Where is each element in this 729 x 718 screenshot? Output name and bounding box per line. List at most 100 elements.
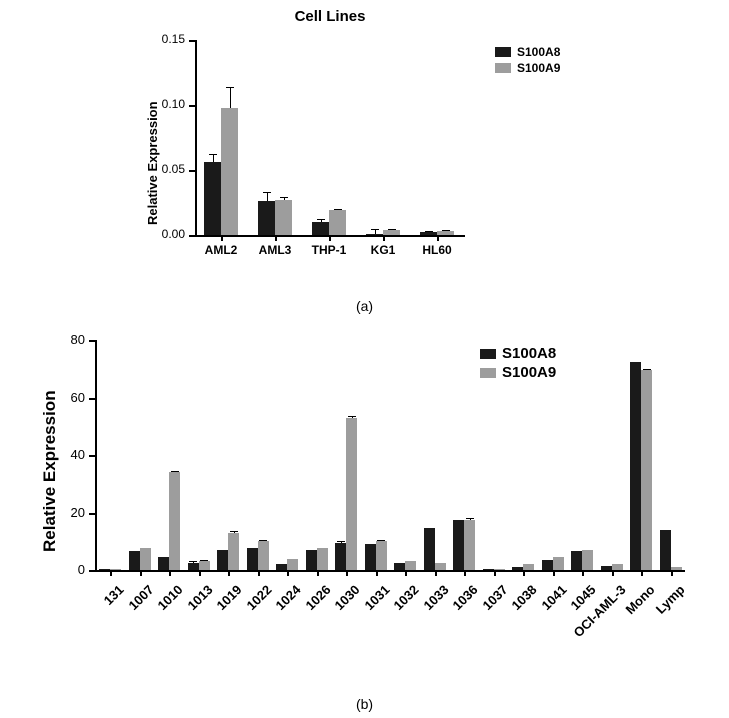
y-tick: [189, 40, 195, 42]
bar: [420, 232, 437, 235]
bar: [405, 561, 416, 570]
legend-label: S100A9: [502, 364, 556, 381]
bar: [346, 418, 357, 570]
legend-swatch: [480, 368, 496, 378]
y-axis: [195, 40, 197, 235]
bar: [376, 541, 387, 570]
bar: [601, 566, 612, 570]
y-tick-label: 0.00: [145, 227, 185, 241]
bar: [204, 162, 221, 235]
y-tick: [89, 340, 95, 342]
error-bar: [230, 87, 231, 108]
bar: [317, 548, 328, 570]
error-bar-cap: [466, 518, 474, 519]
y-tick-label: 0.10: [145, 97, 185, 111]
x-tick: [383, 235, 385, 241]
error-bar-cap: [388, 229, 396, 230]
legend: S100A8 S100A9: [480, 345, 556, 383]
error-bar-cap: [334, 209, 342, 210]
x-tick-label: AML3: [250, 243, 300, 257]
bar: [660, 530, 671, 570]
error-bar-cap: [226, 87, 234, 88]
bar: [394, 563, 405, 570]
bar: [424, 528, 435, 570]
x-tick: [523, 570, 525, 576]
legend-label: S100A8: [502, 345, 556, 362]
y-tick: [89, 398, 95, 400]
y-axis: [95, 340, 97, 570]
bar: [571, 551, 582, 570]
x-tick: [671, 570, 673, 576]
error-bar: [267, 192, 268, 201]
y-tick-label: 20: [45, 505, 85, 520]
legend-swatch: [495, 47, 511, 57]
x-tick: [405, 570, 407, 576]
panel-a-sublabel: (a): [0, 298, 729, 314]
error-bar-cap: [643, 369, 651, 370]
error-bar-cap: [348, 416, 356, 417]
y-tick-label: 0: [45, 562, 85, 577]
error-bar-cap: [442, 230, 450, 231]
legend: S100A8S100A9: [495, 45, 560, 77]
x-tick: [228, 570, 230, 576]
y-tick: [189, 235, 195, 237]
bar: [366, 234, 383, 235]
bar: [437, 231, 454, 235]
bar: [221, 108, 238, 235]
x-tick: [317, 570, 319, 576]
bar: [217, 550, 228, 570]
error-bar-cap: [189, 561, 197, 562]
error-bar-cap: [209, 154, 217, 155]
x-tick: [641, 570, 643, 576]
bar: [99, 569, 110, 570]
x-tick: [494, 570, 496, 576]
y-tick: [89, 513, 95, 515]
panel-a-title: Cell Lines: [195, 8, 465, 25]
bar: [553, 557, 564, 570]
bar: [188, 563, 199, 570]
y-tick-label: 80: [45, 332, 85, 347]
error-bar-cap: [171, 471, 179, 472]
x-tick: [376, 570, 378, 576]
error-bar-cap: [200, 560, 208, 561]
y-tick-label: 0.05: [145, 162, 185, 176]
error-bar-cap: [317, 219, 325, 220]
error-bar-cap: [377, 540, 385, 541]
x-tick: [435, 570, 437, 576]
legend-swatch: [480, 349, 496, 359]
error-bar-cap: [425, 231, 433, 232]
bar: [129, 551, 140, 570]
bar: [383, 230, 400, 235]
x-tick: [258, 570, 260, 576]
bar: [169, 472, 180, 570]
bar: [512, 567, 523, 570]
bar: [641, 370, 652, 570]
x-tick: [221, 235, 223, 241]
panel-b-sublabel: (b): [0, 696, 729, 712]
error-bar-cap: [259, 540, 267, 541]
bar: [464, 520, 475, 570]
bar: [258, 201, 275, 235]
x-tick: [110, 570, 112, 576]
x-tick: [582, 570, 584, 576]
y-tick: [189, 170, 195, 172]
x-tick: [464, 570, 466, 576]
bar: [542, 560, 553, 570]
bar: [453, 520, 464, 570]
bar: [158, 557, 169, 570]
bar: [630, 362, 641, 570]
error-bar-cap: [337, 541, 345, 542]
x-tick: [140, 570, 142, 576]
bar: [312, 222, 329, 235]
x-tick: [275, 235, 277, 241]
x-tick: [287, 570, 289, 576]
error-bar-cap: [263, 192, 271, 193]
x-tick: [553, 570, 555, 576]
error-bar: [213, 154, 214, 162]
legend-item: S100A9: [480, 364, 556, 381]
error-bar-cap: [280, 197, 288, 198]
x-tick: [329, 235, 331, 241]
bar: [582, 550, 593, 570]
bar: [365, 544, 376, 570]
panel-b-ylabel: Relative Expression: [40, 390, 60, 552]
